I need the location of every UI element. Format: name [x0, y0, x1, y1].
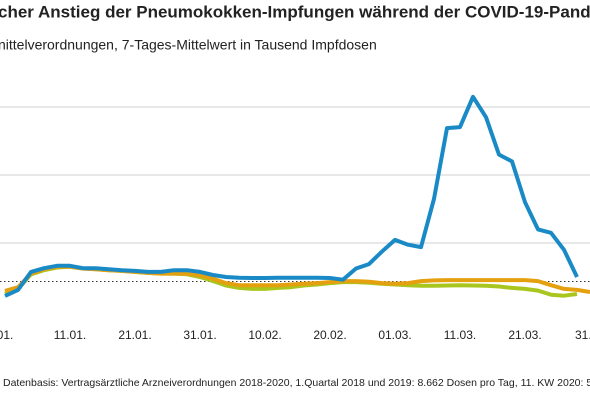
series-line	[4, 94, 579, 298]
x-tick-label: 01.03.	[378, 328, 411, 342]
x-tick-label: 20.02.	[313, 328, 346, 342]
x-tick-label: 31.01.	[183, 328, 216, 342]
x-tick-label: 11.01.	[54, 328, 86, 342]
x-tick-label: 21.03.	[508, 328, 541, 342]
chart-subtitle: nittelverordnungen, 7-Tages-Mittelwert i…	[0, 37, 377, 53]
x-tick-label: 21.01.	[118, 328, 151, 342]
x-tick-label: 01.	[0, 328, 13, 342]
x-tick-label: 31.03	[575, 328, 590, 342]
footnote: Datenbasis: Vertragsärztliche Arzneivero…	[3, 377, 590, 389]
chart-title: cher Anstieg der Pneumokokken-Impfungen …	[0, 2, 590, 21]
x-tick-label: 10.02.	[248, 328, 281, 342]
x-tick-label: 11.03.	[444, 328, 476, 342]
